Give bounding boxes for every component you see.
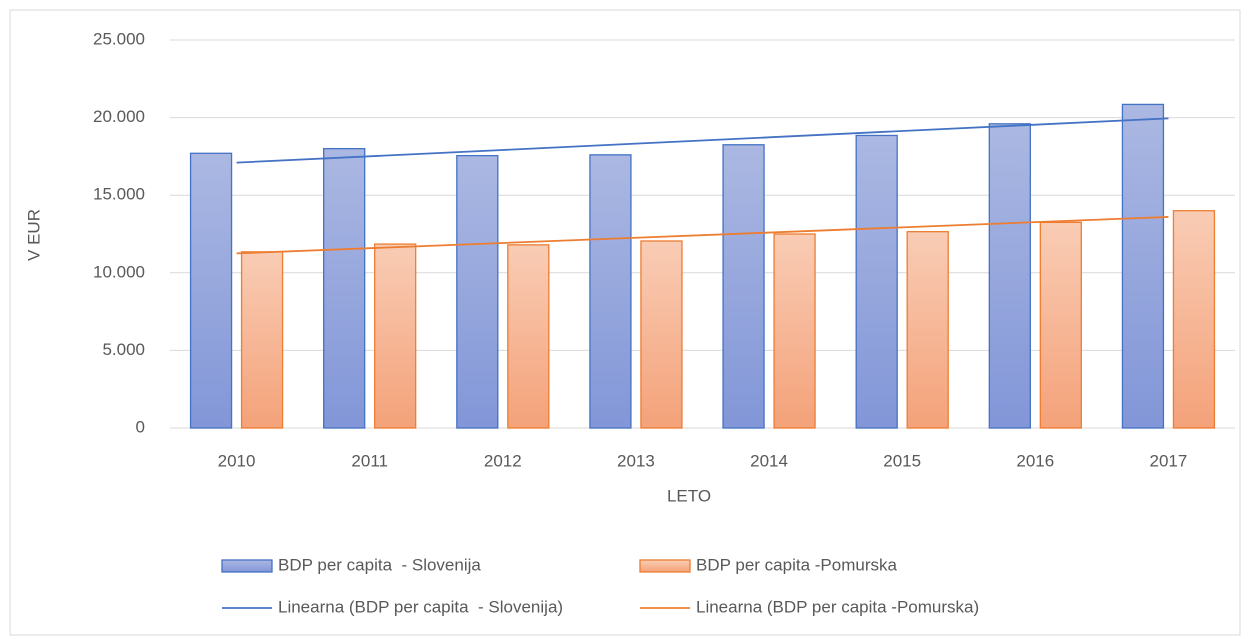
- legend-label: Linearna (BDP per capita - Slovenija): [278, 597, 563, 616]
- trend-line: [236, 117, 1169, 164]
- bar: [722, 144, 765, 429]
- x-tick-label: 2013: [617, 451, 655, 470]
- y-tick-label: 15.000: [93, 185, 145, 204]
- bar: [1172, 210, 1216, 429]
- legend-label: Linearna (BDP per capita -Pomurska): [696, 597, 979, 616]
- trend-line: [236, 216, 1169, 255]
- y-tick-label: 0: [136, 417, 145, 436]
- y-tick-label: 5.000: [102, 340, 145, 359]
- bar: [240, 251, 284, 429]
- x-tick-label: 2016: [1016, 451, 1054, 470]
- y-tick-label: 10.000: [93, 262, 145, 281]
- bar: [906, 231, 949, 429]
- x-tick-label: 2012: [484, 451, 522, 470]
- legend-swatch: [639, 559, 691, 573]
- bar: [507, 244, 550, 429]
- legend-label: BDP per capita - Slovenija: [278, 555, 481, 574]
- y-axis-label: V EUR: [24, 209, 43, 261]
- bar: [456, 154, 499, 429]
- bar: [855, 134, 898, 429]
- bar: [589, 154, 632, 429]
- chart-border: [9, 9, 1241, 636]
- y-tick-label: 20.000: [93, 107, 145, 126]
- bar: [1039, 221, 1082, 429]
- x-tick-label: 2011: [351, 451, 388, 470]
- bar: [374, 243, 417, 429]
- bar: [1121, 103, 1165, 429]
- x-tick-label: 2015: [883, 451, 921, 470]
- bar: [640, 240, 683, 429]
- x-tick-label: 2014: [750, 451, 788, 470]
- legend-label: BDP per capita -Pomurska: [696, 555, 897, 574]
- bar: [988, 123, 1031, 429]
- x-tick-label: 2017: [1150, 451, 1188, 470]
- bar: [189, 152, 233, 429]
- legend-swatch: [221, 559, 273, 573]
- bar: [773, 233, 816, 429]
- x-axis-label: LETO: [667, 486, 711, 505]
- x-tick-label: 2010: [218, 451, 256, 470]
- bar: [323, 147, 366, 429]
- y-tick-label: 25.000: [93, 29, 145, 48]
